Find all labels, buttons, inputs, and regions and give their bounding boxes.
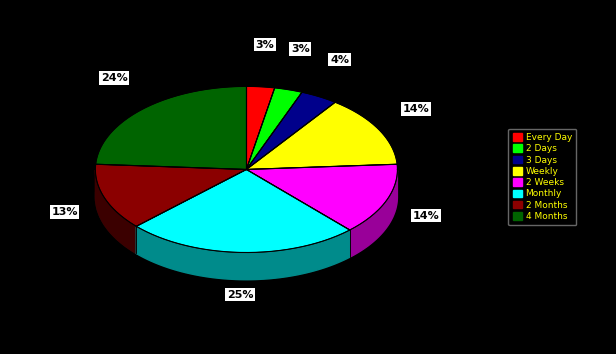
Legend: Every Day, 2 Days, 3 Days, Weekly, 2 Weeks, Monthly, 2 Months, 4 Months: Every Day, 2 Days, 3 Days, Weekly, 2 Wee… — [508, 129, 577, 225]
Polygon shape — [246, 92, 335, 170]
Polygon shape — [246, 164, 397, 230]
Text: 24%: 24% — [100, 73, 128, 83]
Ellipse shape — [95, 114, 397, 280]
Polygon shape — [95, 86, 246, 170]
Text: 4%: 4% — [330, 55, 349, 65]
Polygon shape — [246, 102, 397, 170]
Text: 14%: 14% — [413, 211, 439, 221]
Polygon shape — [136, 226, 350, 280]
Text: 14%: 14% — [402, 104, 429, 114]
Text: 3%: 3% — [255, 40, 274, 50]
Polygon shape — [95, 164, 246, 226]
Text: 13%: 13% — [51, 207, 78, 217]
Polygon shape — [95, 170, 136, 253]
Text: 25%: 25% — [227, 290, 254, 300]
Polygon shape — [246, 88, 302, 170]
Polygon shape — [246, 86, 275, 170]
Text: 3%: 3% — [291, 44, 310, 54]
Polygon shape — [136, 170, 350, 252]
Polygon shape — [350, 170, 397, 257]
